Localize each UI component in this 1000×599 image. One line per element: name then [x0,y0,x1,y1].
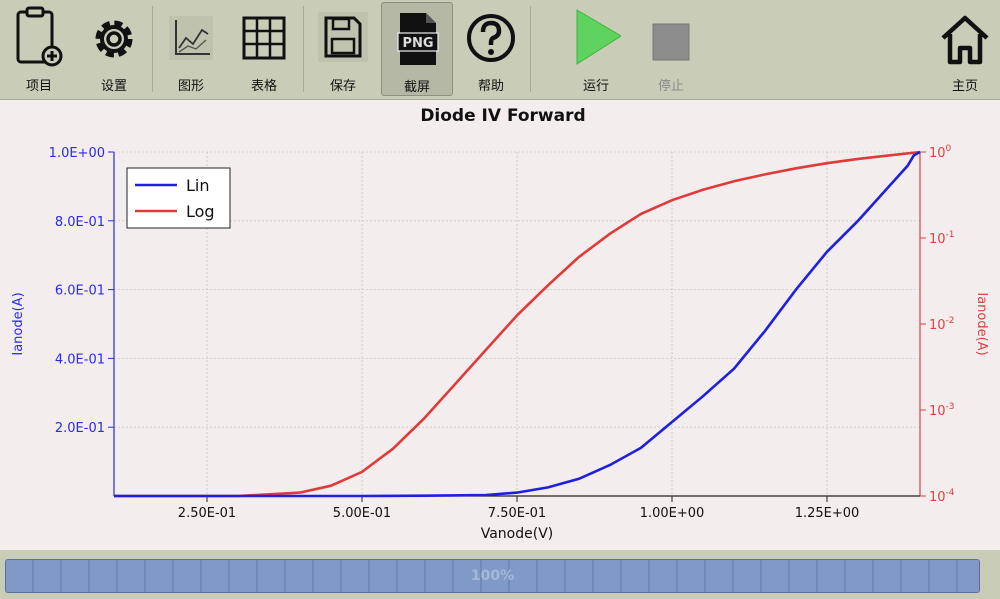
legend: Lin Log [126,167,231,229]
help-button[interactable]: 帮助 [460,2,522,96]
table-grid-icon [242,16,286,60]
project-icon [16,6,63,67]
graph-button[interactable]: 图形 [160,2,222,96]
table-label: 表格 [250,79,277,94]
x-tick-label: 5.00E-01 [333,506,391,521]
table-button[interactable]: 表格 [233,2,295,96]
legend-lin-label: Lin [186,176,210,195]
right-y-axis-ticks: 10-4 10-3 10-2 10-1 100 [920,144,955,505]
home-label: 主页 [951,79,978,94]
toolbar-separator [303,6,304,92]
progress-fill [6,560,979,592]
x-axis-ticks: 2.50E-01 5.00E-01 7.50E-01 1.00E+00 1.25E+00 [178,496,860,521]
right-y-tick-label: 100 [929,144,952,161]
progress-text: 100% [470,568,515,584]
png-file-icon: PNG [397,13,439,65]
right-y-tick-label: 10-3 [929,402,955,419]
gear-icon [95,20,133,58]
stop-button[interactable]: 停止 [640,2,702,96]
stop-square-icon [652,23,690,61]
x-tick-label: 2.50E-01 [178,506,236,521]
right-y-tick-label: 10-2 [929,316,955,333]
right-y-tick-label: 10-4 [929,488,955,505]
series-log-line [114,150,921,498]
play-icon [576,9,621,65]
chart-title: Diode IV Forward [420,106,585,126]
toolbar-separator [530,6,531,92]
left-y-tick-label: 1.0E+00 [49,146,105,161]
floppy-disk-icon [318,12,368,62]
help-label: 帮助 [477,79,504,94]
right-y-axis-label: Ianode(A) [974,292,989,355]
x-tick-label: 1.25E+00 [795,506,860,521]
home-icon [941,15,989,65]
home-button[interactable]: 主页 [934,2,996,96]
toolbar: 项目 设置 图形 表格 [0,0,1000,100]
x-tick-label: 1.00E+00 [640,506,705,521]
line-graph-icon [169,16,213,60]
diode-iv-chart: Diode IV Forward 2.50E-01 5.00E-01 7.50E-0… [0,100,1000,550]
legend-log-label: Log [186,202,215,221]
png-badge-text: PNG [402,36,433,51]
save-label: 保存 [329,79,356,94]
project-label: 项目 [25,79,52,94]
x-axis-label: Vanode(V) [481,526,554,542]
left-y-tick-label: 6.0E-01 [55,284,105,299]
toolbar-separator [152,6,153,92]
x-tick-label: 7.50E-01 [488,506,546,521]
settings-button[interactable]: 设置 [83,2,145,96]
left-y-axis-ticks: 2.0E-01 4.0E-01 6.0E-01 8.0E-01 1.0E+00 [49,146,114,436]
help-question-icon [467,14,515,62]
progress-bar: 100% [5,559,980,593]
right-y-tick-label: 10-1 [929,230,955,247]
settings-label: 设置 [100,79,127,94]
series-lin-line [114,150,921,498]
left-y-tick-label: 2.0E-01 [55,421,105,436]
project-button[interactable]: 项目 [8,2,70,96]
stop-label: 停止 [657,79,684,94]
run-label: 运行 [582,79,609,94]
graph-label: 图形 [177,79,204,94]
screenshot-label: 截屏 [403,80,430,95]
save-button[interactable]: 保存 [312,2,374,96]
screenshot-button[interactable]: PNG 截屏 [381,2,453,96]
left-y-tick-label: 8.0E-01 [55,215,105,230]
left-y-tick-label: 4.0E-01 [55,352,105,367]
left-y-axis-label: Ianode(A) [11,292,26,355]
run-button[interactable]: 运行 [565,2,627,96]
